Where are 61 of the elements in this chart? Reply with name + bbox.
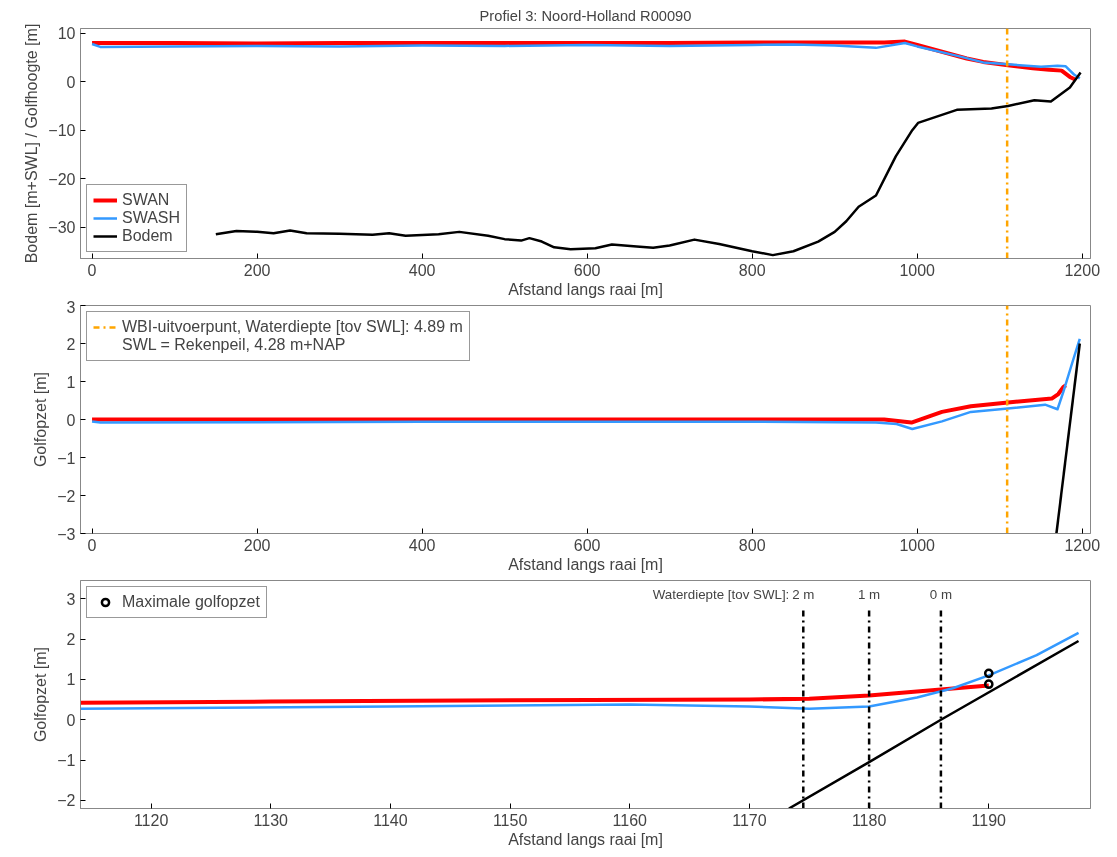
y-tick-label: 3: [66, 298, 76, 316]
y-tick-label: 10: [57, 25, 76, 43]
y-tick-label: 1: [66, 671, 76, 689]
legend-label: WBI-uitvoerpunt, Waterdiepte [tov SWL]: 4.89 m: [122, 318, 463, 336]
y-axis-title: Golfopzet [m]: [32, 646, 50, 743]
y-tick-label: −3: [57, 525, 76, 543]
y-tick-label: 3: [66, 590, 76, 608]
x-tick-label: 200: [243, 536, 271, 554]
line-series: [80, 631, 1080, 711]
y-tick-label: −1: [57, 752, 76, 770]
x-tick-label: 0: [87, 536, 97, 554]
x-tick-label: 1000: [899, 261, 936, 279]
x-tick-label: 1200: [1064, 536, 1101, 554]
chart-title: Profiel 3: Noord-Holland R00090: [479, 7, 692, 24]
y-axis-title: Golfopzet [m]: [32, 371, 50, 468]
x-tick-label: 1150: [492, 811, 528, 829]
x-tick-label: 600: [573, 261, 601, 279]
x-tick-label: 1170: [732, 811, 767, 829]
ref-line-label: 1 m: [858, 587, 881, 603]
legend-label: SWAN: [122, 191, 170, 209]
x-tick-label: 200: [243, 261, 271, 279]
y-tick-label: 0: [66, 411, 76, 429]
line-series: [80, 683, 991, 705]
x-tick-label: 1000: [899, 536, 936, 554]
x-tick-label: 1140: [373, 811, 408, 829]
y-tick-label: 0: [66, 711, 76, 729]
y-tick-label: −2: [57, 487, 76, 505]
y-tick-label: 2: [66, 335, 76, 353]
y-tick-label: −20: [48, 170, 76, 188]
x-axis-title: Afstand langs raai [m]: [508, 830, 663, 848]
y-tick-label: 1: [66, 373, 76, 391]
x-axis-title: Afstand langs raai [m]: [508, 280, 663, 298]
x-tick-label: 1190: [971, 811, 1007, 829]
y-tick-label: −2: [57, 792, 76, 810]
x-axis-title: Afstand langs raai [m]: [508, 555, 663, 573]
x-tick-label: 0: [87, 261, 97, 279]
x-tick-label: 800: [738, 261, 766, 279]
ref-line-label: 2 m: [792, 587, 815, 603]
annotation: SWL = Rekenpeil, 4.28 m+NAP: [122, 336, 346, 354]
y-tick-label: −1: [57, 449, 76, 467]
y-tick-label: −10: [48, 122, 76, 140]
y-tick-label: 0: [66, 73, 76, 91]
legend-label: Maximale golfopzet: [122, 593, 260, 611]
x-tick-label: 1130: [253, 811, 289, 829]
legend-label: Bodem: [122, 227, 173, 245]
x-tick-label: 1200: [1064, 261, 1101, 279]
y-tick-label: 2: [66, 631, 76, 649]
x-tick-label: 800: [738, 536, 766, 554]
x-tick-label: 1180: [851, 811, 887, 829]
x-tick-label: 400: [408, 536, 436, 554]
y-axis-title: Bodem [m+SWL] / Golfhoogte [m]: [23, 23, 41, 264]
y-tick-label: −30: [48, 219, 76, 237]
line-series: [90, 383, 1068, 425]
x-tick-label: 1120: [133, 811, 169, 829]
x-tick-label: 1160: [612, 811, 648, 829]
x-tick-label: 600: [573, 536, 601, 554]
annotation: Waterdiepte [tov SWL]:: [652, 587, 790, 603]
line-series: [90, 337, 1082, 431]
ref-line-label: 0 m: [929, 587, 953, 603]
x-tick-label: 400: [408, 261, 436, 279]
legend-label: SWASH: [122, 209, 181, 227]
